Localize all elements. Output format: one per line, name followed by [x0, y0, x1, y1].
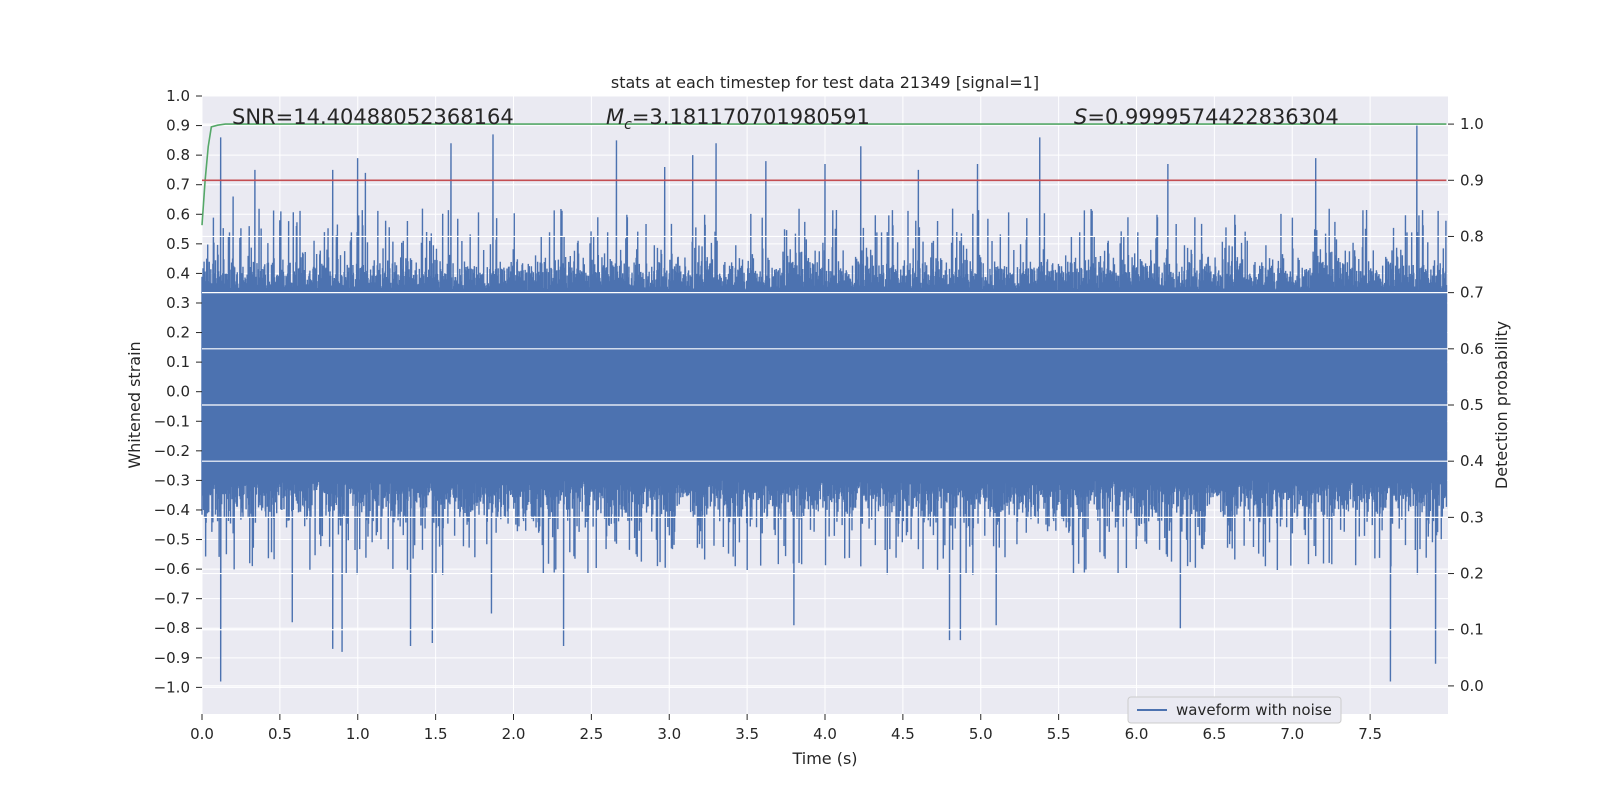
y-tick-label-left: −0.9 [154, 649, 190, 667]
x-tick-label: 0.5 [268, 725, 292, 743]
mc-subscript: c [624, 117, 632, 133]
y-tick-label-left: −0.7 [154, 590, 190, 608]
mc-value: =3.181170701980591 [632, 105, 870, 129]
x-tick-label: 1.0 [346, 725, 370, 743]
x-tick-label: 4.0 [813, 725, 837, 743]
y-tick-label-left: 0.0 [166, 383, 190, 401]
waveform-core [202, 302, 1447, 472]
y-tick-label-right: 0.0 [1460, 677, 1484, 695]
x-axis: 0.0 0.5 1.0 1.5 2.0 2.5 3.0 3.5 4.0 4.5 5.0 5.5 6.0 6… [190, 714, 1382, 743]
y-tick-label-right: 0.5 [1460, 396, 1484, 414]
y-tick-label-right: 0.7 [1460, 284, 1484, 302]
s-symbol: S [1074, 105, 1087, 129]
y-tick-label-left: −0.8 [154, 619, 190, 637]
x-axis-label: Time (s) [791, 749, 857, 768]
y-tick-label-right: 0.6 [1460, 340, 1484, 358]
y-tick-label-left: 0.1 [166, 353, 190, 371]
mc-annotation: Mc=3.181170701980591 [606, 105, 870, 133]
x-tick-label: 1.5 [424, 725, 448, 743]
y-axis-label-right: Detection probability [1492, 321, 1511, 489]
probability-series [201, 123, 1447, 226]
y-tick-label-left: −1.0 [154, 678, 190, 696]
s-annotation: S=0.9999574422836304 [1074, 105, 1339, 129]
x-tick-label: 3.5 [735, 725, 759, 743]
x-tick-label: 6.0 [1125, 725, 1149, 743]
legend-box [1127, 696, 1342, 724]
mc-symbol: M [606, 105, 624, 129]
y-tick-label-left: 0.5 [166, 235, 190, 253]
x-tick-label: 5.0 [969, 725, 993, 743]
y-tick-label-right: 0.3 [1460, 508, 1484, 526]
x-tick-label: 6.5 [1202, 725, 1226, 743]
x-tick-label: 4.5 [891, 725, 915, 743]
y-tick-label-left: 0.9 [166, 117, 190, 135]
detection-probability-line [201, 123, 1447, 226]
y-tick-label-right: 0.4 [1460, 452, 1484, 470]
y-tick-label-right: 0.9 [1460, 171, 1484, 189]
y-tick-label-left: 1.0 [166, 87, 190, 105]
y-tick-label-left: 0.2 [166, 324, 190, 342]
s-value: =0.9999574422836304 [1087, 105, 1338, 129]
left-axis: 1.0 0.9 0.8 0.7 0.6 0.5 0.4 0.3 0.2 0.1 0.0 −0.1 −0.… [154, 87, 202, 696]
waveform-series [201, 123, 1448, 687]
y-tick-label-left: −0.5 [154, 531, 190, 549]
y-tick-label-left: −0.1 [154, 412, 190, 430]
x-tick-label: 5.5 [1047, 725, 1071, 743]
y-tick-label-left: 0.7 [166, 176, 190, 194]
y-tick-label-right: 0.8 [1460, 227, 1484, 245]
y-tick-label-left: −0.2 [154, 442, 190, 460]
y-tick-label-right: 0.1 [1460, 621, 1484, 639]
x-tick-label: 7.5 [1358, 725, 1382, 743]
y-tick-label-left: 0.8 [166, 146, 190, 164]
x-tick-label: 2.5 [579, 725, 603, 743]
x-tick-label: 7.0 [1280, 725, 1304, 743]
x-tick-label: 2.0 [502, 725, 526, 743]
y-tick-label-left: −0.6 [154, 560, 190, 578]
y-tick-label-left: 0.4 [166, 264, 190, 282]
y-tick-label-right: 0.2 [1460, 565, 1484, 583]
y-tick-label-left: −0.3 [154, 471, 190, 489]
snr-annotation: SNR=14.40488052368164 [232, 105, 514, 129]
x-tick-label: 0.0 [190, 725, 214, 743]
y-tick-label-right: 1.0 [1460, 115, 1484, 133]
right-axis: 1.0 0.9 0.8 0.7 0.6 0.5 0.4 0.3 0.2 0.1 0.0 [1448, 115, 1484, 695]
y-tick-label-left: −0.4 [154, 501, 190, 519]
y-tick-label-left: 0.3 [166, 294, 190, 312]
y-tick-label-left: 0.6 [166, 205, 190, 223]
legend-label-waveform: waveform with noise [1176, 701, 1332, 719]
chart-title: stats at each timestep for test data 213… [611, 73, 1039, 92]
y-axis-label-left: Whitened strain [125, 341, 144, 468]
x-tick-label: 3.0 [657, 725, 681, 743]
legend: waveform with noise [1127, 696, 1342, 724]
